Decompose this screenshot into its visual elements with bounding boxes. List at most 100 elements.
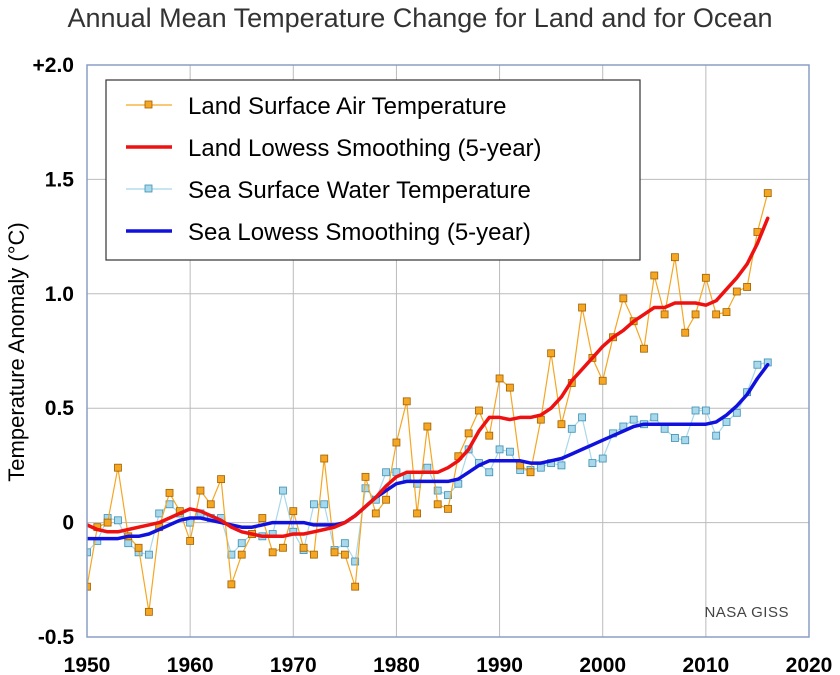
data-point-land-annual [444, 504, 452, 513]
data-point-sea-annual [567, 424, 576, 433]
legend-entry-sea-annual: Sea Surface Water Temperature [126, 177, 531, 204]
data-point-land-annual [299, 543, 308, 552]
data-point-sea-annual [598, 454, 607, 463]
legend-label-sea-smooth: Sea Lowess Smoothing (5-year) [188, 219, 531, 246]
data-point-sea-annual [114, 516, 122, 525]
data-point-land-annual [650, 271, 659, 280]
data-point-land-annual [547, 349, 556, 358]
y-tick-label: -0.5 [38, 626, 75, 649]
data-point-land-annual [505, 383, 514, 392]
data-point-land-annual [712, 310, 721, 319]
data-point-sea-annual [351, 557, 360, 566]
data-point-land-annual [134, 543, 143, 552]
x-tick-label: 1990 [476, 654, 523, 675]
data-point-sea-annual [681, 436, 690, 445]
y-tick-label: 0.5 [45, 397, 75, 420]
data-point-land-annual [289, 507, 298, 516]
legend-entry-sea-smooth: Sea Lowess Smoothing (5-year) [126, 219, 531, 246]
series-land-smooth [87, 216, 770, 539]
legend-entry-land-annual: Land Surface Air Temperature [126, 93, 506, 120]
data-point-sea-annual [485, 468, 494, 477]
legend-marker-sea-annual [144, 184, 153, 193]
data-point-sea-annual [536, 463, 545, 472]
data-point-land-annual [598, 376, 607, 385]
data-point-land-annual [196, 486, 205, 495]
data-point-land-annual [423, 422, 432, 431]
data-point-sea-annual [505, 447, 514, 456]
data-point-sea-annual [722, 418, 731, 426]
data-point-sea-annual [310, 500, 318, 509]
data-point-sea-annual [144, 550, 153, 559]
y-tick-label: 1.5 [45, 168, 75, 191]
legend-label-land-smooth: Land Lowess Smoothing (5-year) [188, 135, 542, 162]
chart-title: Annual Mean Temperature Change for Land … [67, 3, 773, 33]
x-axis-ticks: 1950 1960 1970 1980 1990 2000 2010 2020 [64, 654, 833, 675]
credit-label: NASA GISS [704, 604, 789, 621]
data-point-land-annual [402, 397, 411, 406]
legend-box [105, 79, 641, 261]
data-point-land-annual [526, 468, 535, 477]
data-point-land-annual [320, 454, 329, 463]
data-point-land-annual [114, 463, 122, 472]
x-tick-label: 2010 [682, 654, 729, 675]
data-point-sea-annual [155, 509, 164, 518]
data-point-land-annual [392, 438, 401, 447]
data-point-sea-annual [423, 463, 432, 472]
data-point-sea-annual [87, 548, 91, 557]
legend-entry-land-smooth: Land Lowess Smoothing (5-year) [126, 135, 542, 162]
x-tick-label: 1980 [373, 654, 420, 675]
data-point-land-annual [258, 514, 267, 522]
data-point-land-annual [732, 287, 741, 296]
data-point-sea-annual [124, 539, 133, 548]
data-point-land-annual [578, 303, 586, 312]
data-point-sea-annual [701, 406, 710, 415]
data-point-sea-annual [650, 413, 659, 422]
data-point-land-annual [371, 509, 380, 518]
series-layer [87, 189, 772, 616]
data-point-land-annual [340, 550, 349, 559]
data-point-land-annual [557, 420, 566, 429]
y-axis-ticks: -0.5 0 0.5 1.0 1.5 +2.0 [33, 54, 75, 649]
data-point-land-annual [310, 550, 318, 559]
plot-frame [86, 64, 810, 638]
data-point-land-annual [361, 472, 370, 481]
data-point-land-annual [413, 509, 421, 518]
y-tick-label: 0 [62, 512, 74, 535]
data-point-land-annual [351, 582, 360, 591]
data-point-land-annual [681, 328, 690, 337]
data-point-sea-annual [732, 408, 741, 417]
data-point-land-annual [671, 253, 679, 262]
data-point-land-annual [87, 582, 91, 591]
x-tick-label: 1950 [64, 654, 111, 675]
x-tick-label: 1960 [167, 654, 214, 675]
data-point-land-annual [485, 431, 494, 440]
series-line-land-smooth [87, 216, 770, 539]
data-point-land-annual [619, 294, 628, 303]
data-point-land-annual [279, 543, 287, 552]
data-point-land-annual [268, 548, 277, 557]
data-point-land-annual [660, 310, 669, 319]
x-tick-label: 2020 [786, 654, 833, 675]
x-tick-label: 2000 [579, 654, 626, 675]
legend-marker-land-annual [144, 100, 153, 109]
legend-label-land-annual: Land Surface Air Temperature [188, 93, 506, 120]
data-point-land-annual [722, 308, 731, 317]
data-point-sea-annual [237, 539, 246, 548]
data-point-sea-annual [712, 431, 721, 440]
data-point-sea-annual [660, 424, 669, 433]
data-point-land-annual [691, 310, 700, 319]
data-point-land-annual [382, 495, 391, 504]
data-point-land-annual [237, 550, 246, 559]
data-point-sea-annual [578, 413, 586, 422]
data-point-land-annual [227, 580, 236, 589]
data-point-land-annual [103, 518, 112, 527]
data-point-sea-annual [340, 539, 349, 548]
data-point-land-annual [475, 406, 483, 415]
y-axis-label: Temperature Anomaly (°C) [4, 222, 29, 481]
data-point-sea-annual [279, 486, 287, 495]
data-point-sea-annual [444, 491, 452, 500]
legend: Land Surface Air Temperature Land Lowess… [105, 79, 641, 261]
data-point-sea-annual [495, 445, 504, 454]
x-tick-label: 1970 [270, 654, 317, 675]
